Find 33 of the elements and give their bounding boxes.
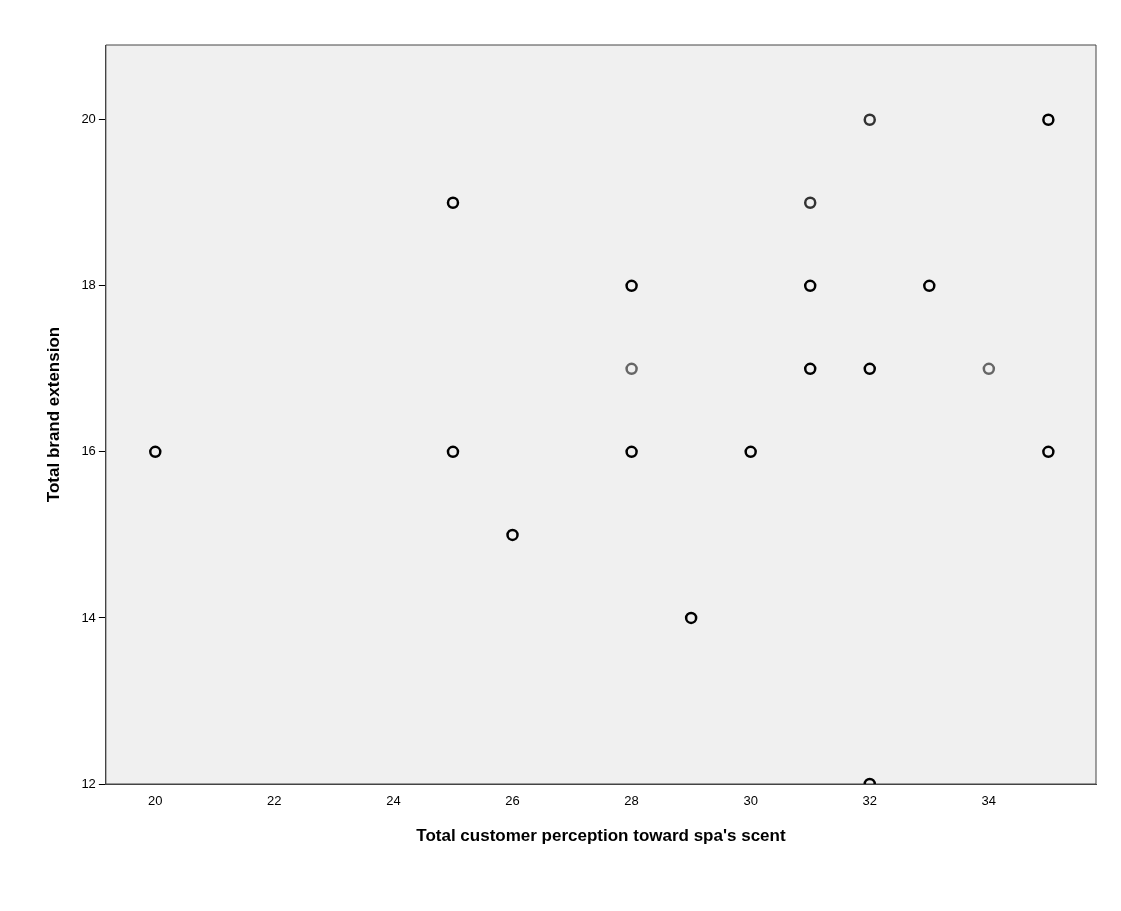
point <box>1042 445 1055 459</box>
point <box>803 279 817 293</box>
point <box>506 528 519 542</box>
x-tick-label: 28 <box>624 793 639 809</box>
point <box>684 611 698 625</box>
point <box>446 445 460 459</box>
x-tick-label: 34 <box>981 793 997 809</box>
x-tick-label: 20 <box>148 793 163 809</box>
y-axis-title: Total brand extension <box>43 326 63 503</box>
y-tick-label: 16 <box>81 443 96 459</box>
point <box>803 362 817 376</box>
y-tick-label: 14 <box>81 609 96 625</box>
y-tick-label: 12 <box>81 775 96 791</box>
point <box>982 362 996 376</box>
point <box>625 362 638 376</box>
x-tick-label: 22 <box>267 793 282 809</box>
point <box>744 445 757 459</box>
point <box>803 196 817 210</box>
point <box>1042 113 1055 126</box>
y-tick-label: 18 <box>81 277 96 293</box>
point <box>863 113 876 126</box>
point <box>863 362 876 376</box>
y-tick-label: 20 <box>81 111 96 127</box>
point <box>923 279 936 293</box>
x-tick-label: 30 <box>743 793 758 809</box>
x-tick-label: 26 <box>505 793 520 809</box>
point <box>625 445 638 459</box>
point <box>149 445 162 459</box>
x-axis-title: Total customer perception toward spa's scent <box>416 826 786 846</box>
point <box>625 279 638 293</box>
x-tick-label: 24 <box>386 793 401 809</box>
x-tick-label: 32 <box>862 793 877 809</box>
point <box>446 196 460 210</box>
